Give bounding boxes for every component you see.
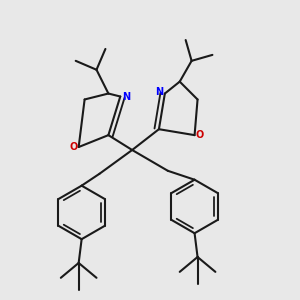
Text: N: N [155,87,164,97]
Text: O: O [69,142,77,152]
Text: O: O [196,130,204,140]
Text: N: N [122,92,130,101]
